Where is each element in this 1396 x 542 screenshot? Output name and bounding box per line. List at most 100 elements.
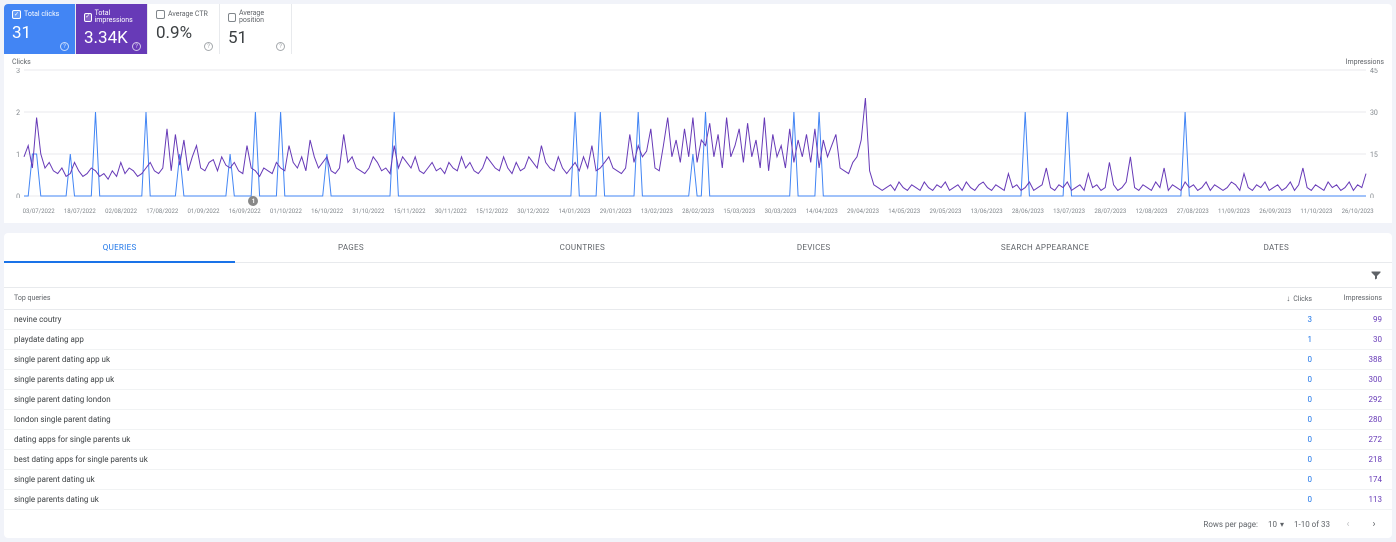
cell-impressions: 272 [1312, 435, 1382, 444]
cell-clicks: 0 [1252, 435, 1312, 444]
pagination-range: 1-10 of 33 [1294, 520, 1330, 529]
help-icon[interactable]: ? [276, 42, 285, 51]
table-body: nevine coutry399playdate dating app130si… [4, 310, 1392, 510]
x-axis-tick: 28/02/2023 [678, 208, 719, 215]
x-axis-tick: 17/08/2022 [142, 208, 183, 215]
help-icon[interactable]: ? [60, 42, 69, 51]
performance-chart: Clicks Impressions 3 2 1 0 45 30 15 0 03… [4, 54, 1392, 223]
table-row[interactable]: playdate dating app130 [4, 330, 1392, 350]
svg-text:0: 0 [1370, 193, 1374, 198]
x-axis-tick: 15/03/2023 [719, 208, 760, 215]
svg-text:30: 30 [1370, 109, 1378, 117]
checkbox-icon [228, 13, 236, 22]
svg-text:45: 45 [1370, 68, 1378, 75]
table-row[interactable]: best dating apps for single parents uk02… [4, 450, 1392, 470]
x-axis-tick: 01/10/2022 [265, 208, 306, 215]
x-axis-tick: 26/10/2023 [1337, 208, 1378, 215]
sort-descending-icon: ↓ [1286, 294, 1290, 303]
cell-clicks: 3 [1252, 315, 1312, 324]
metric-average-ctr[interactable]: Average CTR 0.9% ? [148, 4, 220, 54]
table-row[interactable]: dating apps for single parents uk0272 [4, 430, 1392, 450]
cell-impressions: 174 [1312, 475, 1382, 484]
table-toolbar [4, 263, 1392, 288]
x-axis-tick: 16/09/2022 [224, 208, 265, 215]
x-axis-tick: 29/01/2023 [595, 208, 636, 215]
metric-label: Average CTR [168, 11, 208, 18]
x-axis-tick: 30/03/2023 [760, 208, 801, 215]
cell-impressions: 99 [1312, 315, 1382, 324]
metric-average-position[interactable]: Average position 51 ? [220, 4, 292, 54]
svg-text:2: 2 [16, 109, 20, 117]
cell-query: nevine coutry [14, 315, 1252, 324]
table-row[interactable]: single parent dating uk0174 [4, 470, 1392, 490]
cell-query: dating apps for single parents uk [14, 435, 1252, 444]
cell-impressions: 280 [1312, 415, 1382, 424]
tab-countries[interactable]: COUNTRIES [467, 233, 698, 262]
table-row[interactable]: single parent dating app uk0388 [4, 350, 1392, 370]
filter-icon[interactable] [1370, 269, 1382, 281]
cell-impressions: 30 [1312, 335, 1382, 344]
dimension-tabs: QUERIESPAGESCOUNTRIESDEVICESSEARCH APPEA… [4, 233, 1392, 263]
metric-label: Total clicks [24, 11, 59, 18]
metric-value: 31 [12, 23, 67, 43]
cell-clicks: 0 [1252, 395, 1312, 404]
svg-text:0: 0 [16, 193, 20, 198]
cell-impressions: 218 [1312, 455, 1382, 464]
cell-query: playdate dating app [14, 335, 1252, 344]
tab-search-appearance[interactable]: SEARCH APPEARANCE [929, 233, 1160, 262]
x-axis-tick: 14/04/2023 [801, 208, 842, 215]
cell-impressions: 113 [1312, 495, 1382, 504]
x-axis-tick: 27/08/2023 [1172, 208, 1213, 215]
chart-x-axis: 03/07/202218/07/202202/08/202217/08/2022… [10, 208, 1386, 215]
x-axis-tick: 29/04/2023 [842, 208, 883, 215]
x-axis-tick: 14/01/2023 [554, 208, 595, 215]
column-header-clicks[interactable]: ↓ Clicks [1252, 294, 1312, 303]
cell-impressions: 388 [1312, 355, 1382, 364]
chart-annotation-marker[interactable] [248, 196, 258, 206]
metric-total-impressions[interactable]: Total impressions 3.34K ? [76, 4, 148, 54]
cell-impressions: 300 [1312, 375, 1382, 384]
table-row[interactable]: single parents dating uk0113 [4, 490, 1392, 510]
checkbox-icon [12, 10, 21, 19]
column-header-impressions[interactable]: Impressions [1312, 294, 1382, 303]
metric-value: 3.34K [84, 28, 139, 48]
tab-devices[interactable]: DEVICES [698, 233, 929, 262]
x-axis-tick: 01/09/2022 [183, 208, 224, 215]
chart-left-axis-label: Clicks [12, 58, 31, 66]
help-icon[interactable]: ? [132, 42, 141, 51]
table-row[interactable]: nevine coutry399 [4, 310, 1392, 330]
x-axis-tick: 03/07/2022 [18, 208, 59, 215]
table-row[interactable]: single parents dating app uk0300 [4, 370, 1392, 390]
tab-dates[interactable]: DATES [1161, 233, 1392, 262]
pagination: Rows per page: 10 ▾ 1-10 of 33 ‹ › [4, 510, 1392, 538]
x-axis-tick: 12/08/2023 [1131, 208, 1172, 215]
tab-queries[interactable]: QUERIES [4, 233, 235, 262]
svg-text:1: 1 [16, 151, 20, 159]
cell-query: single parents dating uk [14, 495, 1252, 504]
metric-total-clicks[interactable]: Total clicks 31 ? [4, 4, 76, 54]
cell-query: single parent dating uk [14, 475, 1252, 484]
column-header-query[interactable]: Top queries [14, 294, 1252, 303]
rows-per-page-select[interactable]: 10 ▾ [1268, 520, 1284, 529]
cell-query: london single parent dating [14, 415, 1252, 424]
pagination-prev-button[interactable]: ‹ [1340, 516, 1356, 532]
cell-query: best dating apps for single parents uk [14, 455, 1252, 464]
help-icon[interactable]: ? [204, 42, 213, 51]
x-axis-tick: 13/07/2023 [1048, 208, 1089, 215]
dimension-panel: QUERIESPAGESCOUNTRIESDEVICESSEARCH APPEA… [4, 233, 1392, 538]
metrics-row: Total clicks 31 ? Total impressions 3.34… [4, 4, 1392, 54]
table-row[interactable]: single parent dating london0292 [4, 390, 1392, 410]
cell-clicks: 0 [1252, 455, 1312, 464]
x-axis-tick: 30/12/2022 [513, 208, 554, 215]
x-axis-tick: 16/10/2022 [307, 208, 348, 215]
cell-clicks: 0 [1252, 355, 1312, 364]
table-row[interactable]: london single parent dating0280 [4, 410, 1392, 430]
x-axis-tick: 13/06/2023 [966, 208, 1007, 215]
chevron-down-icon: ▾ [1280, 520, 1284, 529]
x-axis-tick: 15/11/2022 [389, 208, 430, 215]
cell-query: single parent dating app uk [14, 355, 1252, 364]
pagination-next-button[interactable]: › [1366, 516, 1382, 532]
cell-clicks: 0 [1252, 415, 1312, 424]
chart-right-axis-label: Impressions [1346, 58, 1384, 66]
tab-pages[interactable]: PAGES [235, 233, 466, 262]
